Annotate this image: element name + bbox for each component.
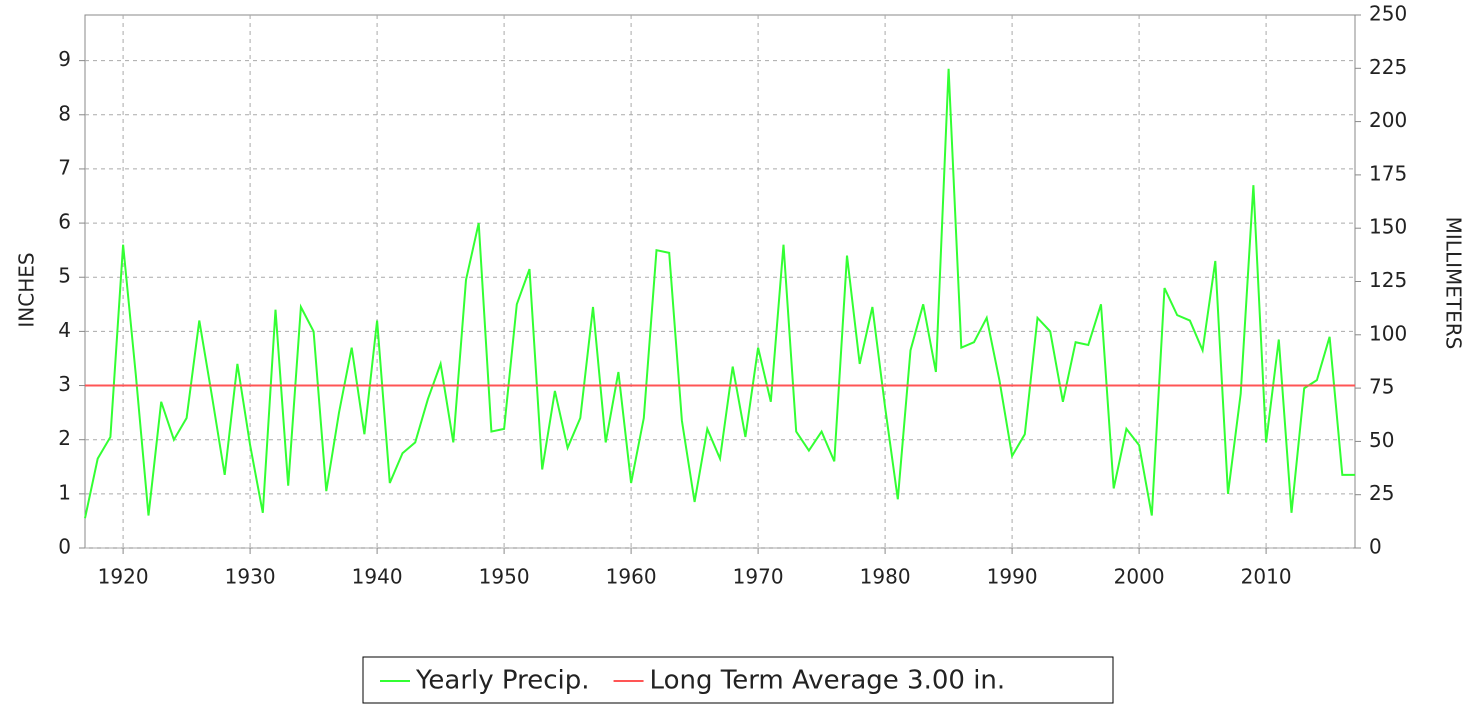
y2-tick-label: 125 xyxy=(1369,268,1407,292)
y-tick-label: 9 xyxy=(58,47,71,71)
x-tick-label: 1990 xyxy=(987,565,1038,589)
x-tick-label: 2010 xyxy=(1241,565,1292,589)
x-tick-label: 1960 xyxy=(606,565,657,589)
y-axis-label: INCHES xyxy=(15,252,39,327)
y2-tick-label: 75 xyxy=(1369,375,1394,399)
legend-label: Yearly Precip. xyxy=(415,666,590,696)
x-tick-label: 1940 xyxy=(352,565,403,589)
data-line xyxy=(84,68,1355,519)
y2-tick-label: 175 xyxy=(1369,161,1407,185)
y-tick-label: 1 xyxy=(58,480,71,504)
y-tick-label: 3 xyxy=(58,372,71,396)
y2-tick-label: 150 xyxy=(1369,215,1407,239)
legend xyxy=(362,656,1114,704)
x-tick-label: 2000 xyxy=(1114,565,1165,589)
y2-tick-label: 25 xyxy=(1369,481,1394,505)
y-tick-label: 6 xyxy=(58,210,71,234)
y2-axis-label: MILLIMETERS xyxy=(1442,217,1466,350)
x-tick-label: 1980 xyxy=(860,565,911,589)
y2-tick-label: 50 xyxy=(1369,428,1394,452)
y2-tick-label: 200 xyxy=(1369,108,1407,132)
y-tick-label: 0 xyxy=(58,535,71,559)
y-tick-label: 7 xyxy=(58,155,71,179)
x-tick-label: 1970 xyxy=(733,565,784,589)
x-tick-label: 1930 xyxy=(225,565,276,589)
y2-tick-label: 100 xyxy=(1369,321,1407,345)
x-tick-label: 1920 xyxy=(98,565,149,589)
y-tick-label: 5 xyxy=(58,264,71,288)
x-tick-label: 1950 xyxy=(479,565,530,589)
y2-tick-label: 225 xyxy=(1369,55,1407,79)
y2-tick-label: 0 xyxy=(1369,535,1382,559)
y2-tick-label: 250 xyxy=(1369,2,1407,26)
plot-area xyxy=(84,14,1356,549)
legend-label: Long Term Average 3.00 in. xyxy=(650,666,1006,696)
y-tick-label: 4 xyxy=(58,318,71,342)
y-tick-label: 2 xyxy=(58,426,71,450)
y-tick-label: 8 xyxy=(58,101,71,125)
